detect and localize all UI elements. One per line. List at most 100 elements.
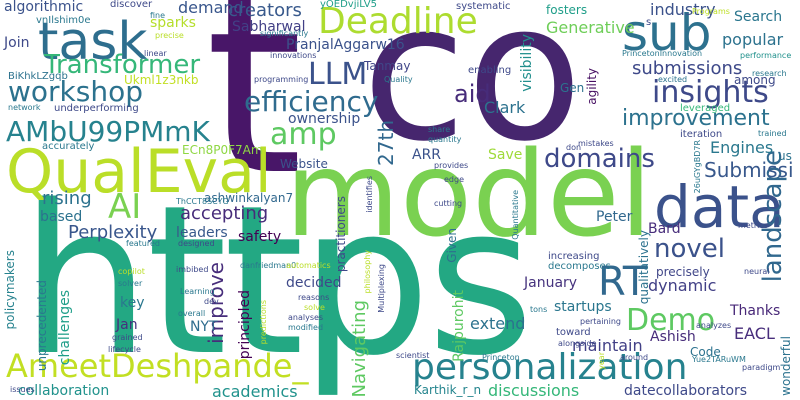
word-ukml1z3nkb: Ukml1z3nkb	[124, 73, 199, 87]
word-ownership: ownership	[288, 111, 361, 127]
word-discussions: discussions	[488, 381, 580, 400]
word-task: task	[38, 12, 148, 72]
word-bikhklzgqb: BiKhkLZgqb	[8, 71, 68, 82]
word-programming: programming	[254, 75, 309, 84]
word-leveraged: leveraged	[680, 103, 731, 114]
word-26ugygbd7r: 26uGYgBD7R	[693, 140, 702, 194]
word-rising: rising	[42, 188, 92, 209]
word-s: s	[646, 17, 652, 28]
word-demo: Demo	[626, 303, 716, 338]
word-perplexity: Perplexity	[68, 222, 158, 243]
word-modified: modified	[288, 323, 324, 332]
word-novel: novel	[654, 234, 725, 264]
word-leaders: leaders	[176, 225, 228, 241]
word-mistakes: mistakes	[578, 139, 614, 148]
word-ambu99pmmk: AMbU99PMmK	[6, 115, 210, 148]
word-princeton: Princeton	[482, 353, 520, 362]
word-year: year	[597, 352, 606, 370]
word-copilot: copilot	[118, 267, 145, 276]
word-excited: excited	[658, 75, 688, 84]
word-yue2taruwm: Yue2TARuWM	[692, 355, 746, 364]
word-january: January	[524, 275, 578, 291]
word-toward: toward	[556, 327, 591, 338]
word-qualeval: QualEval	[6, 137, 272, 207]
word-innovations: innovations	[270, 51, 317, 60]
word-insights: insights	[652, 75, 769, 110]
word-metrics: metrics	[738, 221, 768, 230]
word-underperforming: underperforming	[54, 103, 139, 114]
word-policymakers: policymakers	[3, 250, 17, 330]
word-t: t	[205, 0, 304, 230]
word-llm: LLM	[308, 57, 368, 92]
word-submissions: submissions	[632, 58, 743, 79]
word-precisely: precisely	[656, 265, 710, 279]
word-increasing: increasing	[548, 251, 600, 262]
word-nyt: NYT	[190, 319, 218, 335]
word-decided: decided	[286, 275, 342, 291]
word-key: key	[120, 295, 145, 311]
word-peter: Peter	[596, 209, 633, 225]
word-thanks: Thanks	[730, 303, 781, 319]
word-share: share	[428, 125, 451, 134]
word-yoedvjilv5: yOEDvjiLV5	[320, 0, 377, 10]
word-code: Code	[690, 345, 721, 359]
word-predictions: predictions	[259, 300, 268, 345]
word-deadline: Deadline	[318, 1, 478, 42]
word-rajpurohit: Rajpurohit	[451, 290, 467, 362]
word-analyzes: analyzes	[696, 321, 732, 330]
word-alongside: alongside	[558, 339, 597, 348]
word-unprecedented: unprecedented	[35, 280, 49, 372]
word-engines: Engines	[710, 138, 774, 157]
word-don: don	[566, 143, 582, 152]
word-learning: Learning	[180, 287, 215, 296]
word-principled: principled	[237, 290, 253, 360]
word-join: Join	[4, 35, 30, 51]
word-us: us	[778, 149, 792, 163]
word-aid: aid	[454, 80, 491, 108]
word-quantitative: Quantitative	[511, 190, 520, 240]
word-generative: Generative	[546, 18, 635, 37]
word-bard: Bard	[648, 221, 681, 237]
word-pertaining: pertaining	[580, 317, 621, 326]
word-safety: safety	[238, 229, 282, 245]
word-amp: amp	[270, 117, 337, 152]
word-demand: demand	[178, 0, 244, 17]
word-paradigm: paradigm	[742, 363, 781, 372]
word-efficiency: efficiency	[244, 85, 379, 118]
word-sub: sub	[622, 4, 712, 62]
word-challenges: challenges	[57, 290, 73, 366]
word-collaboration: collaboration	[18, 383, 110, 399]
word-designed: designed	[178, 239, 215, 248]
word-enabling: enabling	[468, 65, 512, 76]
word-automatics: automatics	[286, 261, 331, 270]
word-lifecycle: lifecycle	[108, 345, 141, 354]
word-analyses: analyses	[288, 313, 324, 322]
word-qualitatively: qualitatively	[637, 230, 651, 305]
word-transformer: Transformer	[44, 50, 201, 80]
word-danfriedman0: danfriedman0	[240, 261, 297, 270]
word-iteration: iteration	[680, 129, 723, 140]
word-ai: AI	[108, 187, 142, 227]
word-multiplexing: Multiplexing	[377, 264, 386, 313]
word-solver: solver	[118, 279, 143, 288]
word-27th: 27th	[374, 120, 398, 166]
word-scientist: scientist	[396, 351, 430, 360]
word-edge: edge	[444, 175, 464, 184]
word-submissi: Submissi	[704, 158, 794, 182]
word-gen: Gen	[560, 81, 585, 95]
word-creators: creators	[228, 0, 302, 21]
word-pranjalaggarw16: PranjalAggarw16	[286, 37, 405, 53]
word-trained: trained	[758, 129, 787, 138]
word-reasons: reasons	[298, 293, 330, 302]
word-precise: precise	[155, 31, 184, 40]
word-datecollaborators: datecollaborators	[624, 383, 748, 399]
word-network: network	[8, 103, 41, 112]
word-vnilshim0e: vnIlshim0e	[36, 15, 91, 26]
word-accurately: accurately	[42, 141, 95, 152]
word-karthik: Karthik_r_n	[414, 383, 482, 397]
word-ecn8p0f7am: ECn8P0F7Am	[182, 143, 263, 157]
word-jan: Jan	[116, 317, 138, 333]
word-ameetdeshpande: AmeetDeshpande_	[6, 347, 309, 385]
word-extend: extend	[470, 314, 526, 333]
